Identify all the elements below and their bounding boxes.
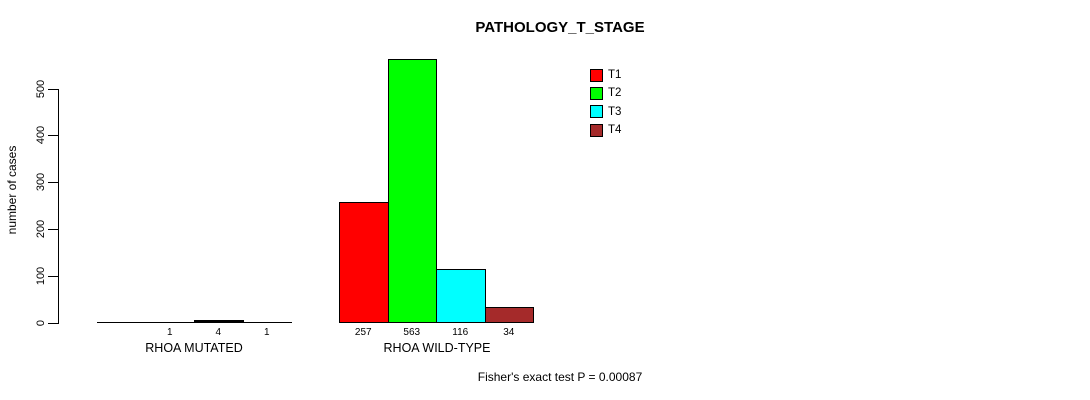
bar-value-label: 4 (215, 327, 222, 338)
bar-value-label: 1 (166, 327, 173, 338)
fisher-test-note: Fisher's exact test P = 0.00087 (477, 370, 643, 384)
bar-value-label: 563 (403, 327, 421, 338)
legend-label: T1 (608, 69, 622, 82)
legend: T1 T2 T3 T4 (590, 66, 621, 139)
bar-t1-rhoa-wild-type (339, 202, 389, 323)
y-tick (48, 276, 58, 278)
legend-swatch-t2 (590, 86, 603, 100)
y-tick (48, 135, 58, 137)
bar-t2-rhoa-wild-type (387, 58, 437, 323)
bar-t4-rhoa-wild-type (484, 307, 534, 323)
legend-item-t3: T3 (590, 103, 621, 121)
legend-swatch-t4 (590, 123, 603, 137)
legend-swatch-t1 (590, 68, 603, 82)
y-tick (48, 229, 58, 231)
y-tick-label: 300 (35, 173, 47, 192)
legend-item-t4: T4 (590, 121, 621, 139)
y-tick-label: 0 (35, 319, 47, 327)
legend-item-t2: T2 (590, 84, 621, 102)
legend-label: T2 (608, 87, 622, 100)
y-tick-label: 100 (35, 266, 47, 286)
legend-label: T3 (608, 105, 622, 118)
y-tick-label: 500 (35, 79, 47, 98)
bar-t3-rhoa-wild-type (436, 268, 486, 323)
legend-label: T4 (608, 124, 622, 137)
x-category-label-rhoa-wild-type: RHOA WILD-TYPE (383, 341, 491, 355)
x-category-label-rhoa-mutated: RHOA MUTATED (145, 341, 243, 355)
bar-value-label: 34 (503, 327, 515, 338)
y-tick (48, 323, 58, 324)
y-tick-label: 200 (35, 220, 47, 239)
y-tick (48, 182, 58, 184)
bar-value-label: 116 (452, 327, 469, 338)
y-axis-line (58, 88, 59, 324)
y-tick (48, 88, 58, 90)
bar-t3-rhoa-mutated (194, 320, 244, 323)
y-tick-label: 400 (35, 126, 47, 145)
bar-t4-rhoa-mutated (242, 322, 292, 323)
chart-title: PATHOLOGY_T_STAGE (475, 19, 645, 36)
legend-swatch-t3 (590, 105, 603, 119)
bar-value-label: 257 (354, 327, 372, 338)
legend-item-t1: T1 (590, 66, 621, 84)
bar-t2-rhoa-mutated (145, 322, 195, 323)
y-axis-label: number of cases (5, 145, 19, 235)
bar-value-label: 1 (263, 327, 270, 338)
